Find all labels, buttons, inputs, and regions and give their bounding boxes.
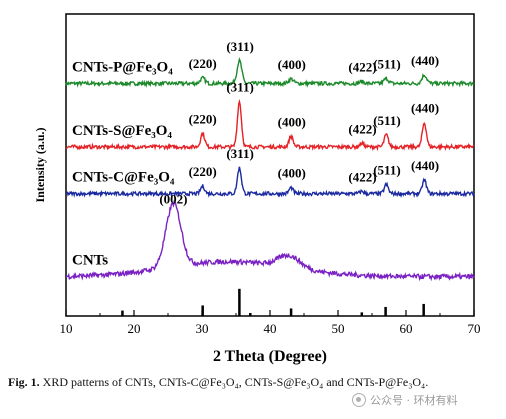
x-axis-title: 2 Theta (Degree) xyxy=(213,348,327,365)
peak-label-2-2: (400) xyxy=(278,166,306,181)
x-tick-label-6: 70 xyxy=(468,321,481,336)
watermark: 公众号 · 环材有料 xyxy=(352,392,458,408)
peak-label-1-2: (400) xyxy=(278,114,306,129)
x-tick-label-5: 60 xyxy=(400,321,413,336)
watermark-text: 公众号 · 环材有料 xyxy=(370,394,458,407)
peak-label-1-4: (511) xyxy=(373,113,400,128)
peak-label-1-5: (440) xyxy=(411,101,439,116)
peak-label-1-0: (220) xyxy=(189,111,217,126)
peak-label-1-3: (422) xyxy=(348,121,376,136)
peak-label-0-5: (440) xyxy=(411,53,439,68)
reference-lines xyxy=(121,288,425,316)
x-tick-label-2: 30 xyxy=(196,321,209,336)
series-label-3: CNTs xyxy=(72,253,108,269)
x-tick-label-4: 50 xyxy=(332,321,345,336)
caption-text: XRD patterns of CNTs, CNTs-C@Fe₃O₄, CNTs… xyxy=(42,375,429,389)
peak-label-1-1: (311) xyxy=(226,80,253,95)
series-line-1 xyxy=(65,98,475,152)
y-axis-title: Intensity (a.u.) xyxy=(33,127,47,202)
peak-label-2-5: (440) xyxy=(411,158,439,173)
x-axis-ticks: 10 20 30 40 50 60 70 xyxy=(60,310,481,336)
peak-label-2-0: (220) xyxy=(189,164,217,179)
peak-label-2-1: (311) xyxy=(226,146,253,161)
series-line-0 xyxy=(65,57,475,88)
peak-label-0-0: (220) xyxy=(189,56,217,71)
x-tick-label-0: 10 xyxy=(60,321,73,336)
peak-label-0-1: (311) xyxy=(226,39,253,54)
peak-label-0-3: (422) xyxy=(348,60,376,75)
caption-prefix: Fig. 1. xyxy=(8,375,40,389)
peak-label-3-0: (002) xyxy=(159,191,187,206)
peak-label-2-3: (422) xyxy=(348,169,376,184)
series-label-1: CNTs-S@Fe₃O₄ xyxy=(72,123,172,139)
peak-label-0-2: (400) xyxy=(278,57,306,72)
peak-label-0-4: (511) xyxy=(373,57,400,72)
xrd-chart: CNTs-P@Fe₃O₄ (220)(311)(400) (422)(511) (44… xyxy=(33,13,481,365)
x-tick-label-1: 20 xyxy=(128,321,141,336)
series-line-3 xyxy=(65,199,475,282)
series-label-2: CNTs-C@Fe₃O₄ xyxy=(72,170,175,186)
peak-label-2-4: (511) xyxy=(373,163,400,178)
series-line-2 xyxy=(65,166,475,199)
x-tick-label-3: 40 xyxy=(264,321,277,336)
figure-caption: Fig. 1. XRD patterns of CNTs, CNTs-C@Fe₃… xyxy=(8,374,500,391)
label-layer: CNTs-P@Fe₃O₄ (220)(311)(400) (422)(511) (44… xyxy=(72,39,439,269)
wechat-icon xyxy=(352,393,366,407)
series-label-0: CNTs-P@Fe₃O₄ xyxy=(72,59,173,75)
series-layer xyxy=(65,57,475,282)
